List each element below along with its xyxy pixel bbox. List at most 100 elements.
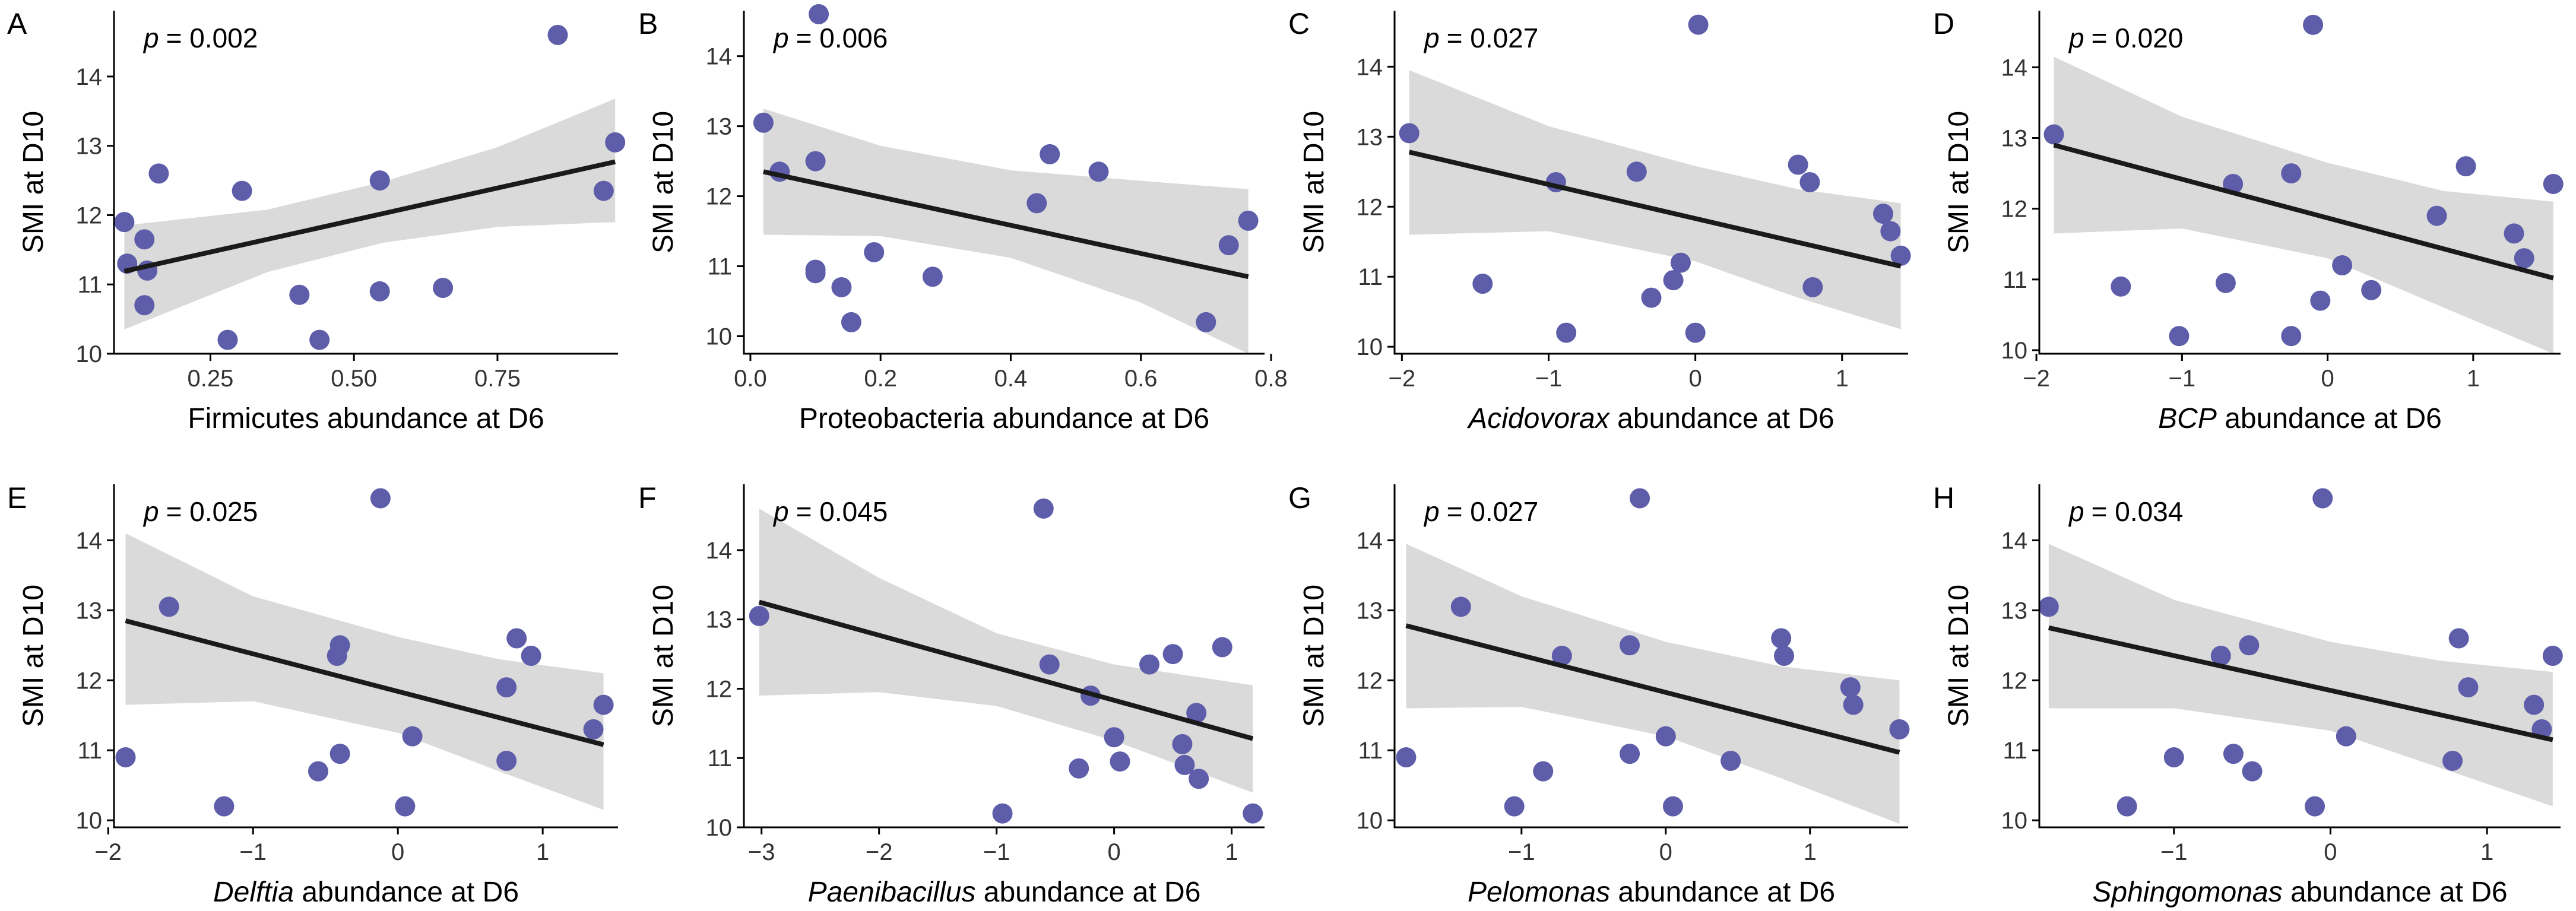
panel-d-point-11 — [2426, 205, 2447, 226]
panel-b-point-12 — [1088, 161, 1109, 182]
panel-a-point-10 — [369, 170, 390, 191]
panel-f-xtick-label-2: −1 — [983, 839, 1010, 865]
panel-h-point-4 — [2223, 744, 2244, 764]
panel-h-x-axis-label-text: abundance at D6 — [2283, 877, 2508, 908]
panel-c-point-12 — [1802, 277, 1823, 297]
panel-h-p-symbol: p — [2068, 496, 2084, 527]
panel-a-ytick-label-0: 10 — [76, 341, 103, 367]
panel-a-y-axis-label: SMI at D10 — [18, 111, 49, 253]
panel-a-point-4 — [134, 295, 155, 316]
panel-d-xtick-label-1: −1 — [2169, 366, 2196, 392]
panel-c-ytick-label-3: 13 — [1357, 124, 1383, 150]
panel-a-x-axis-label: Firmicutes abundance at D6 — [188, 403, 544, 434]
panel-d-p-symbol: p — [2068, 23, 2084, 53]
panel-f-point-13 — [1189, 769, 1209, 789]
panel-f-y-axis-label: SMI at D10 — [648, 585, 679, 727]
panel-c: 10 11 12 13 14 −2 −1 0 1 SMI at D10 Acidovorax abu… — [1288, 7, 1911, 434]
panel-c-point-14 — [1880, 221, 1901, 242]
panel-c-xtick-label-0: −2 — [1389, 366, 1416, 392]
panel-b-ytick-label-1: 11 — [707, 254, 732, 280]
panel-d-point-1 — [2111, 276, 2131, 297]
panel-h-point-7 — [2305, 796, 2325, 817]
panel-g-point-0 — [1396, 747, 1417, 768]
panel-c-xtick-label-2: 0 — [1689, 366, 1702, 392]
panel-e-ytick-label-0: 10 — [76, 808, 103, 834]
panel-h-x-axis-label: Sphingomonas abundance at D6 — [2092, 877, 2507, 908]
panel-h-y-axis-label: SMI at D10 — [1943, 585, 1975, 727]
panel-e-xtick-label-0: −2 — [94, 839, 122, 865]
panel-a-letter: A — [7, 7, 27, 40]
panel-e-fit-line — [125, 618, 604, 747]
panel-g-point-1 — [1450, 596, 1471, 617]
panel-d-xtick-label-2: 0 — [2321, 366, 2334, 392]
panel-d-p-value: p = 0.020 — [2068, 23, 2183, 53]
panel-e-ytick-label-1: 11 — [77, 738, 102, 764]
panel-d-point-13 — [2504, 223, 2524, 244]
panel-b-point-13 — [1196, 312, 1216, 332]
panel-b-ytick-label-0: 10 — [706, 324, 733, 350]
panel-b-point-8 — [864, 242, 885, 262]
panel-e-point-3 — [308, 761, 328, 782]
panel-e-point-6 — [329, 744, 350, 764]
panel-a-point-12 — [433, 278, 454, 299]
panel-b-point-2 — [805, 151, 826, 172]
panel-a-point-15 — [605, 132, 626, 153]
panel-e-point-5 — [329, 635, 350, 656]
panel-d-y-axis-label: SMI at D10 — [1943, 111, 1975, 253]
panel-b-x-axis-label: Proteobacteria abundance at D6 — [799, 403, 1209, 434]
panel-b-xtick-label-3: 0.6 — [1124, 366, 1158, 392]
panel-d-point-3 — [2215, 272, 2236, 293]
panel-h-fit-line — [2048, 625, 2553, 742]
panel-h-xtick-label-2: 1 — [2480, 839, 2493, 865]
panel-b-p-value: p = 0.006 — [772, 23, 888, 53]
panel-f-ytick-label-2: 12 — [706, 676, 733, 702]
panel-e-xtick-label-3: 1 — [536, 839, 549, 865]
panel-e-p-value-text: = 0.025 — [166, 496, 258, 527]
panel-h-point-5 — [2239, 635, 2260, 656]
panel-d-point-9 — [2332, 255, 2353, 276]
panel-a-ytick-label-1: 11 — [77, 272, 102, 298]
panel-g-point-7 — [1630, 488, 1650, 509]
panel-g-point-3 — [1533, 761, 1554, 782]
panel-g-point-2 — [1504, 796, 1525, 817]
panel-h-xtick-label-1: 0 — [2324, 839, 2337, 865]
panel-e-xtick-label-2: 0 — [391, 839, 404, 865]
panel-c-point-15 — [1890, 245, 1911, 266]
panel-c-point-5 — [1641, 287, 1662, 308]
panel-b-y-axis-label: SMI at D10 — [648, 111, 679, 253]
panel-f-point-8 — [1139, 654, 1159, 675]
panel-b-point-11 — [1040, 144, 1060, 164]
panel-d-confidence-band — [2054, 56, 2553, 354]
panel-c-point-9 — [1688, 14, 1709, 35]
panel-c-letter: C — [1288, 7, 1310, 40]
panel-f-p-value: p = 0.045 — [772, 496, 888, 527]
panel-g-p-value: p = 0.027 — [1423, 496, 1538, 527]
panel-e-point-2 — [214, 796, 235, 817]
panel-f-point-9 — [1162, 644, 1183, 665]
panel-g-confidence-band — [1406, 544, 1900, 824]
panel-f-letter: F — [638, 481, 657, 515]
panel-a-ytick-label-3: 13 — [76, 134, 103, 160]
panel-b-xtick-label-2: 0.4 — [994, 366, 1028, 392]
panel-b-letter: B — [638, 7, 658, 40]
panel-f: 10 11 12 13 14 −3 −2 −1 0 1 SMI at D10 Paenibacillu… — [638, 481, 1265, 908]
panel-d-point-5 — [2281, 163, 2302, 184]
panel-c-p-symbol: p — [1423, 23, 1440, 53]
panel-g-point-12 — [1774, 646, 1795, 666]
panel-f-x-axis-label: Paenibacillus abundance at D6 — [808, 877, 1201, 908]
panel-g-x-axis-label-text: abundance at D6 — [1610, 877, 1835, 908]
panel-g-xtick-label-1: 0 — [1659, 839, 1672, 865]
panel-g-x-axis-label-taxon: Pelomonas — [1468, 877, 1610, 908]
panel-d-point-8 — [2310, 290, 2331, 311]
panel-c-x-axis-label-taxon: Acidovorax — [1466, 403, 1610, 434]
panel-g-ytick-label-1: 11 — [1358, 738, 1383, 764]
panel-e-point-0 — [115, 747, 136, 768]
panel-b-point-6 — [831, 277, 852, 297]
panel-h-letter: H — [1933, 481, 1954, 515]
panel-d-x-axis-label: BCP abundance at D6 — [2158, 403, 2442, 434]
panel-c-p-value-text: = 0.027 — [1447, 23, 1539, 53]
panel-g-xtick-label-0: −1 — [1508, 839, 1535, 865]
panel-h-point-6 — [2242, 761, 2263, 782]
panel-h-point-12 — [2458, 677, 2479, 698]
panel-c-point-1 — [1472, 274, 1493, 294]
